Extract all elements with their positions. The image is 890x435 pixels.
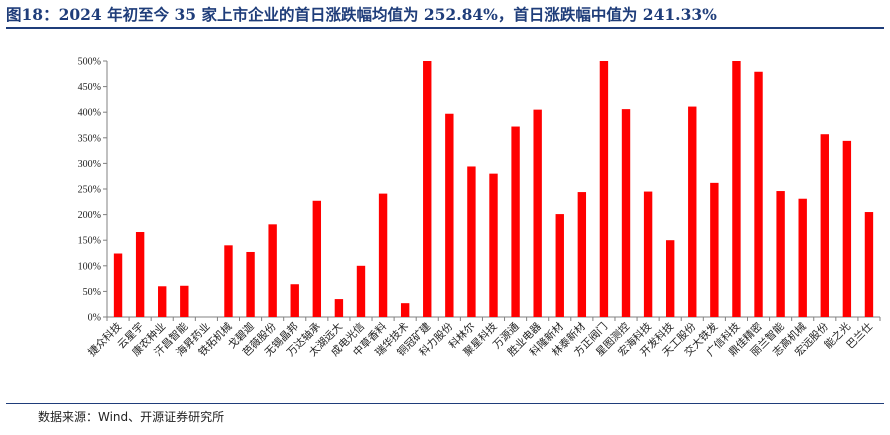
bar [599,61,609,317]
bar [224,245,233,317]
bar [312,200,322,317]
bar [423,61,432,317]
y-tick-label: 100% [78,261,101,272]
bar [776,191,785,317]
bar [356,265,366,317]
bar [135,232,145,317]
bar [798,198,807,317]
bar [180,285,189,317]
y-tick-label: 500% [78,57,101,68]
y-tick-label: 0% [88,313,101,324]
bar [489,173,498,317]
title-rule [6,27,884,29]
source-rule [6,403,884,404]
figure-title: 图18：2024 年初至今 35 家上市企业的首日涨跌幅均值为 252.84%，… [6,5,717,24]
bar [665,240,675,317]
y-tick-label: 250% [78,185,101,196]
y-tick-label: 300% [78,159,101,170]
bar [268,224,277,317]
bar [754,71,763,317]
y-tick-label: 450% [78,82,101,93]
y-tick-label: 200% [78,210,101,221]
y-tick-label: 350% [78,133,101,144]
bar-chart: 0% 50% 100% 150% 200% 250% 300% 350% 400% 450% 500… [78,57,881,359]
bar [533,109,542,317]
bar [290,284,299,317]
bar [555,214,564,317]
bar [710,182,719,317]
bar [445,113,454,318]
bar [467,166,476,317]
bar [577,192,587,317]
bar [643,191,653,317]
bar [158,286,167,317]
bar [864,212,874,317]
bar [334,299,344,317]
y-tick-label: 150% [78,236,101,247]
bar [820,134,829,317]
bar [246,251,255,317]
bar [732,61,741,317]
bar [621,109,631,318]
bar [511,126,520,317]
bar [688,106,697,318]
bar [400,303,410,317]
source-note: 数据来源：Wind、开源证券研究所 [38,410,225,424]
bar [113,253,123,317]
y-tick-label: 50% [83,287,101,298]
y-tick-label: 400% [78,108,101,119]
bar [842,140,852,317]
bar [378,193,388,317]
x-tick-label: 巴兰仕 [844,320,876,352]
